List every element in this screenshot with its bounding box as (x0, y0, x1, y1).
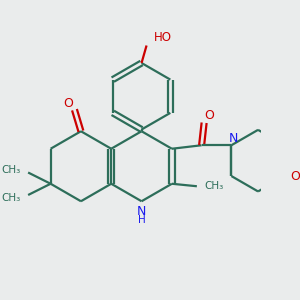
Text: N: N (229, 133, 239, 146)
Text: O: O (290, 169, 300, 183)
Text: O: O (204, 109, 214, 122)
Text: H: H (138, 215, 146, 225)
Text: O: O (63, 97, 73, 110)
Text: CH₃: CH₃ (2, 165, 21, 175)
Text: HO: HO (154, 32, 172, 44)
Text: CH₃: CH₃ (205, 181, 224, 191)
Text: CH₃: CH₃ (2, 193, 21, 202)
Text: N: N (137, 205, 146, 218)
